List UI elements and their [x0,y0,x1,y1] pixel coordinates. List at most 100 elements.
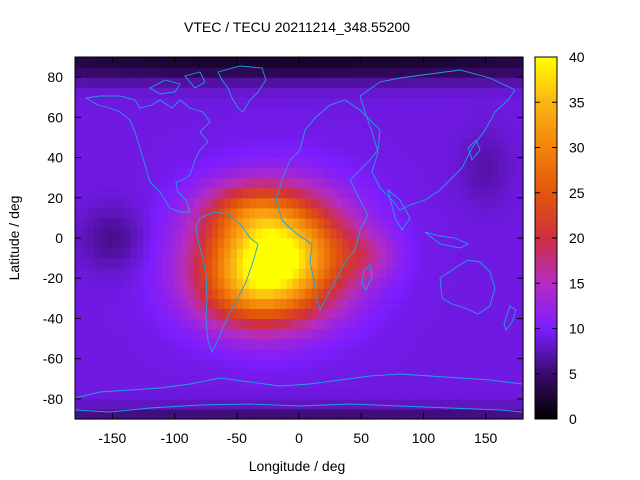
heatmap-cell [218,348,225,360]
heatmap-cell [261,408,269,420]
heatmap-cell [398,157,406,169]
heatmap-cell [267,187,275,199]
heatmap-cell [435,227,443,239]
heatmap-cell [510,127,518,139]
heatmap-cell [236,147,244,159]
heatmap-cell [131,258,138,269]
heatmap-cell [211,87,219,98]
heatmap-cell [81,187,89,199]
heatmap-cell [510,338,518,350]
heatmap-cell [404,97,412,108]
heatmap-cell [75,167,82,179]
heatmap-cell [311,87,319,98]
heatmap-cell [355,187,362,199]
heatmap-cell [199,127,207,139]
heatmap-cell [330,238,337,249]
heatmap-cell [99,268,107,279]
heatmap-cell [398,298,406,309]
heatmap-cell [280,348,288,360]
heatmap-cell [323,398,331,410]
heatmap-cell [93,278,101,289]
heatmap-cell [75,147,82,159]
heatmap-cell [361,157,369,169]
heatmap-cell [118,338,126,350]
heatmap-cell [373,388,381,400]
heatmap-cell [149,318,157,330]
heatmap-cell [429,107,437,118]
heatmap-cell [267,238,275,249]
heatmap-cell [467,338,474,350]
heatmap-cell [504,117,512,128]
heatmap-cell [498,238,505,249]
heatmap-cell [367,358,375,370]
heatmap-cell [317,398,325,410]
heatmap-cell [485,197,493,209]
heatmap-cell [230,298,238,309]
heatmap-cell [243,338,250,350]
heatmap-cell [386,147,393,159]
heatmap-cell [516,318,524,330]
heatmap-cell [498,157,505,169]
heatmap-cell [423,238,431,249]
heatmap-cell [180,177,188,189]
heatmap-cell [280,97,288,108]
heatmap-cell [491,177,499,189]
heatmap-cell [224,278,232,289]
heatmap-cell [435,107,443,118]
heatmap-cell [292,117,300,128]
heatmap-cell [411,117,418,128]
heatmap-cell [311,117,319,128]
heatmap-cell [118,197,126,209]
heatmap-cell [131,378,138,390]
heatmap-cell [249,157,257,169]
heatmap-cell [211,238,219,249]
heatmap-cell [485,227,493,239]
heatmap-cell [467,238,474,249]
heatmap-cell [162,127,169,139]
heatmap-cell [467,57,474,68]
heatmap-cell [106,197,113,209]
x-tick-label: 0 [295,430,303,446]
heatmap-cell [367,348,375,360]
heatmap-cell [386,298,393,309]
heatmap-cell [124,268,132,279]
heatmap-cell [168,107,176,118]
heatmap-cell [193,87,201,98]
heatmap-cell [236,137,244,149]
heatmap-cell [510,348,518,360]
heatmap-cell [124,378,132,390]
heatmap-cell [342,147,350,159]
heatmap-cell [205,187,213,199]
heatmap-cell [491,258,499,269]
heatmap-cell [131,87,138,98]
heatmap-cell [93,187,101,199]
heatmap-cell [131,288,138,299]
heatmap-cell [355,77,362,88]
heatmap-cell [187,258,194,269]
heatmap-cell [211,408,219,420]
heatmap-cell [342,268,350,279]
heatmap-cell [448,197,456,209]
heatmap-cell [112,217,120,229]
heatmap-cell [336,67,344,78]
heatmap-cell [124,97,132,108]
heatmap-cell [479,207,487,219]
heatmap-cell [435,207,443,219]
heatmap-cell [311,187,319,199]
heatmap-cell [491,187,499,199]
heatmap-cell [230,268,238,279]
heatmap-cell [355,197,362,209]
heatmap-cell [87,308,95,320]
heatmap-cell [75,207,82,219]
heatmap-cell [479,288,487,299]
heatmap-cell [286,97,294,108]
heatmap-cell [236,268,244,279]
heatmap-cell [193,348,201,360]
heatmap-cell [355,147,362,159]
heatmap-cell [174,117,182,128]
heatmap-cell [386,87,393,98]
heatmap-cell [454,67,462,78]
heatmap-cell [292,107,300,118]
heatmap-cell [336,368,344,380]
heatmap-cell [118,137,126,149]
